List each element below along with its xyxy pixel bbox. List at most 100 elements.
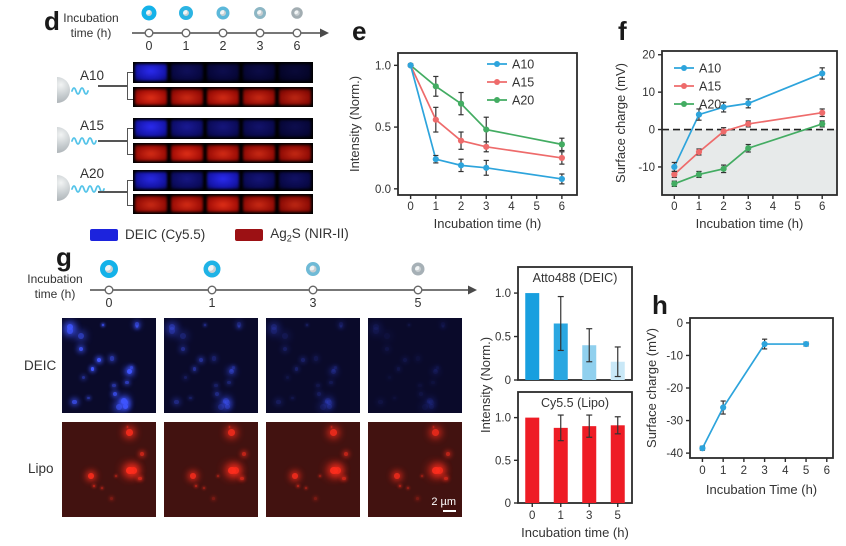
x-axis-label: Incubation time (h) xyxy=(434,216,542,231)
deic-strip-segment xyxy=(171,64,203,81)
deic-strip-segment xyxy=(279,64,311,81)
data-point xyxy=(720,404,727,411)
fluorescent-dot xyxy=(416,496,420,500)
ag2s-channel-strip xyxy=(133,87,313,107)
fluorescent-dot xyxy=(214,384,218,388)
legend-marker xyxy=(494,79,500,85)
deic-strip-segment xyxy=(279,172,311,189)
vesicle-shell-ring xyxy=(216,6,230,20)
data-point xyxy=(432,156,439,163)
ag2s-strip-segment xyxy=(207,145,239,161)
fluorescent-dot xyxy=(139,452,144,457)
fluorescent-dot xyxy=(329,380,333,384)
d-incubation-timeline: 0 1 2 3 6 xyxy=(132,5,329,53)
legend-label: A20 xyxy=(512,94,534,108)
fluorescent-dot xyxy=(121,400,124,403)
row-connector-line xyxy=(98,191,127,193)
vesicle-highlight xyxy=(256,9,262,15)
fluorescent-dot xyxy=(203,323,207,327)
fluorescent-dot xyxy=(292,472,298,479)
fluorescent-dot xyxy=(126,429,134,436)
fluorescent-dot xyxy=(112,391,117,396)
x-tick-label: 6 xyxy=(819,201,825,213)
fluorescent-dot xyxy=(436,366,440,369)
vesicle-shell-ring xyxy=(411,262,425,276)
timeline-tick-node xyxy=(207,285,217,295)
deic-strip-segment xyxy=(243,64,275,81)
timeline-tick-label: 3 xyxy=(310,296,317,310)
fluorescent-dot xyxy=(66,327,74,334)
legend-swatch xyxy=(235,228,264,241)
deic-fluorescence-image xyxy=(164,318,258,413)
chart-surface-charge-vs-time: 0 1 2 3 4 5 6 -10 0 10 20 Incubation time (h) Surfac… xyxy=(613,50,838,231)
row-connector-line xyxy=(98,140,127,142)
fluorescent-dot xyxy=(101,323,105,327)
plot-frame xyxy=(517,391,633,504)
ag2s-channel-strip xyxy=(133,194,313,214)
data-point xyxy=(695,111,703,118)
timeline-tick-label: 0 xyxy=(146,39,153,53)
x-tick-label: 2 xyxy=(458,201,464,213)
legend-swatch xyxy=(90,228,118,241)
fluorescent-dot xyxy=(125,380,129,384)
fluorescent-dot xyxy=(290,396,294,400)
fluorescent-dot xyxy=(282,346,288,352)
deic-fluorescence-image xyxy=(368,318,462,413)
y-tick-label: 0.0 xyxy=(375,184,391,196)
fluorescent-dot xyxy=(72,399,77,405)
y-tick-label: -40 xyxy=(666,448,683,460)
data-point xyxy=(699,445,706,452)
fluorescent-dot xyxy=(418,384,422,388)
fluorescent-dot xyxy=(241,452,246,457)
fluorescent-dot xyxy=(431,466,440,475)
fluorescent-dot xyxy=(96,358,102,363)
data-point xyxy=(819,120,826,128)
peg-chain-wave-icon xyxy=(71,137,97,145)
charts-intensity-bars: Atto488 (DEIC) 0 0.5 1.0 Cy5.5 (Lipo) 0 0.5 1.0… xyxy=(478,266,633,540)
timeline-arrowhead xyxy=(468,285,477,295)
fluorescent-dot xyxy=(285,375,290,380)
deic-fluorescence-image xyxy=(62,318,156,413)
fluorescent-dot xyxy=(115,403,123,411)
deic-channel-strip xyxy=(133,170,313,191)
x-tick-label: 4 xyxy=(508,201,515,213)
vesicle-shell-ring xyxy=(203,260,221,278)
fluorescent-dot xyxy=(332,368,336,373)
fluorescent-dot xyxy=(338,322,344,327)
data-point xyxy=(483,164,490,171)
fluorescent-dot xyxy=(77,333,84,340)
deic-strip-segment xyxy=(243,172,275,189)
fluorescent-dot xyxy=(432,368,439,375)
fluorescent-dot xyxy=(115,475,117,478)
legend-marker xyxy=(494,61,500,67)
fluorescent-dot xyxy=(188,396,192,400)
fluorescent-dot xyxy=(110,496,114,500)
legend-label: A15 xyxy=(699,80,721,94)
y-tick-label: 10 xyxy=(642,87,655,99)
fluorescent-dot xyxy=(126,368,133,375)
fluorescent-dot xyxy=(112,384,116,388)
wave-path xyxy=(71,185,105,193)
y-tick-label: -20 xyxy=(666,383,683,395)
lipo-fluorescence-image xyxy=(266,422,360,517)
peg-chain-wave-icon xyxy=(71,185,105,193)
bar xyxy=(553,323,568,380)
x-tick-label: 0 xyxy=(407,201,413,213)
data-point xyxy=(761,340,768,348)
fluorescent-dot xyxy=(372,327,380,334)
legend-text: DEIC (Cy5.5) xyxy=(125,227,206,243)
vesicle-shell-ring xyxy=(306,262,320,276)
data-point xyxy=(720,165,727,172)
bar xyxy=(582,345,597,380)
data-point xyxy=(671,180,678,187)
fluorescent-dot xyxy=(180,346,186,352)
fluorescent-dot xyxy=(314,496,318,500)
fluorescent-dot xyxy=(316,384,320,388)
data-point xyxy=(432,83,439,90)
timeline-tick-node xyxy=(413,285,423,295)
x-tick-label: 5 xyxy=(803,465,809,477)
d-color-legend: DEIC (Cy5.5) Ag2S (NIR-II) xyxy=(90,226,349,244)
deic-fluorescence-image xyxy=(266,318,360,413)
y-tick-label: 0.5 xyxy=(375,122,391,134)
